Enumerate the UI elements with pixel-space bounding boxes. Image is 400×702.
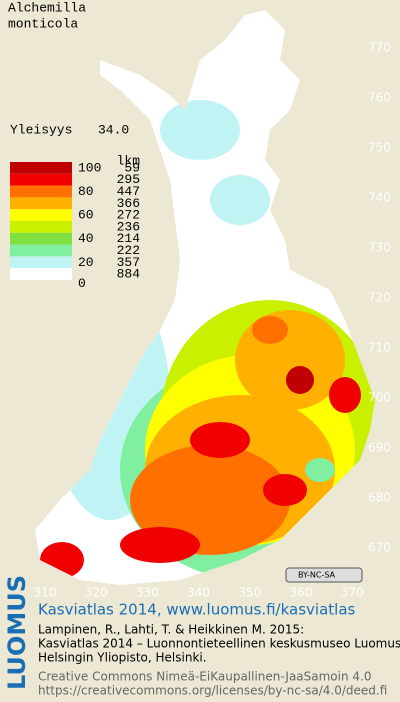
legend-swatch (10, 197, 72, 210)
legend-scale-label: 40 (78, 231, 94, 246)
x-label: 350 (238, 586, 261, 600)
legend-header: lkm (117, 153, 141, 168)
citation-line: Helsingin Yliopisto, Helsinki. (38, 651, 207, 665)
legend-count: 222 (117, 243, 140, 258)
y-label: 760 (368, 91, 391, 105)
legend-count: 295 (117, 172, 140, 187)
legend-swatch (10, 185, 72, 198)
logo: LUOMUS (3, 575, 31, 690)
link[interactable]: Kasviatlas 2014, www.luomus.fi/kasviatla… (38, 601, 356, 619)
legend-count: 59 (124, 160, 140, 175)
y-label: 750 (368, 141, 391, 155)
frequency-value: 34.0 (98, 122, 129, 137)
legend-scale-label: 60 (78, 208, 94, 223)
title: Alchemilla (8, 0, 86, 15)
license-badge (285, 567, 363, 583)
y-label: 740 (368, 191, 391, 205)
citation-line: Lampinen, R., Lahti, T. & Heikkinen M. 2… (38, 623, 304, 637)
legend-swatch (10, 209, 72, 221)
legend-scale-label: 80 (78, 184, 94, 199)
y-label: 700 (368, 391, 391, 405)
citation: Lampinen, R., Lahti, T. & Heikkinen M. 2… (38, 623, 400, 698)
y-label: 690 (368, 441, 391, 455)
legend-scale-label: 0 (78, 276, 86, 291)
legend-count: 236 (117, 219, 140, 234)
legend-count: 214 (117, 231, 141, 246)
license-badge-text: BY-NC-SA (298, 571, 336, 580)
legend-count: 447 (117, 184, 140, 199)
legend-swatch (10, 162, 72, 174)
y-label: 670 (368, 541, 391, 555)
x-label: 320 (85, 586, 108, 600)
x-label: 360 (290, 586, 313, 600)
legend-swatch (10, 256, 72, 269)
x-label: 370 (341, 586, 364, 600)
license-line: https://creativecommons.org/licenses/by-… (38, 684, 387, 698)
title: monticola (8, 16, 78, 31)
legend-swatch (10, 221, 72, 233)
x-label: 330 (136, 586, 159, 600)
x-label: 340 (187, 586, 210, 600)
distribution (40, 100, 375, 580)
legend-count: 884 (117, 267, 141, 282)
y-label: 770 (368, 41, 391, 55)
frequency-label: Yleisyys (10, 122, 72, 137)
legend-swatch (10, 244, 72, 257)
legend-count: 366 (117, 196, 140, 211)
license-line: Creative Commons Nimeä-EiKaupallinen-Jaa… (38, 670, 372, 684)
y-label: 720 (368, 291, 391, 305)
legend-swatch (10, 173, 72, 186)
axes: 310 320 330 340 350 360 370 770 760 750 740 730 720 7… (34, 41, 391, 600)
citation-line: Kasviatlas 2014 – Luonnontieteellinen ke… (38, 637, 400, 651)
legend-count: 357 (117, 255, 140, 270)
legend-scale-label: 100 (78, 160, 101, 175)
legend-swatch (10, 232, 72, 245)
legend-swatch (10, 268, 72, 280)
legend-count: 272 (117, 208, 140, 223)
x-label: 310 (34, 586, 57, 600)
y-label: 710 (368, 341, 391, 355)
legend-scale-label: 20 (78, 255, 94, 270)
y-label: 730 (368, 241, 391, 255)
y-label: 680 (368, 491, 391, 505)
